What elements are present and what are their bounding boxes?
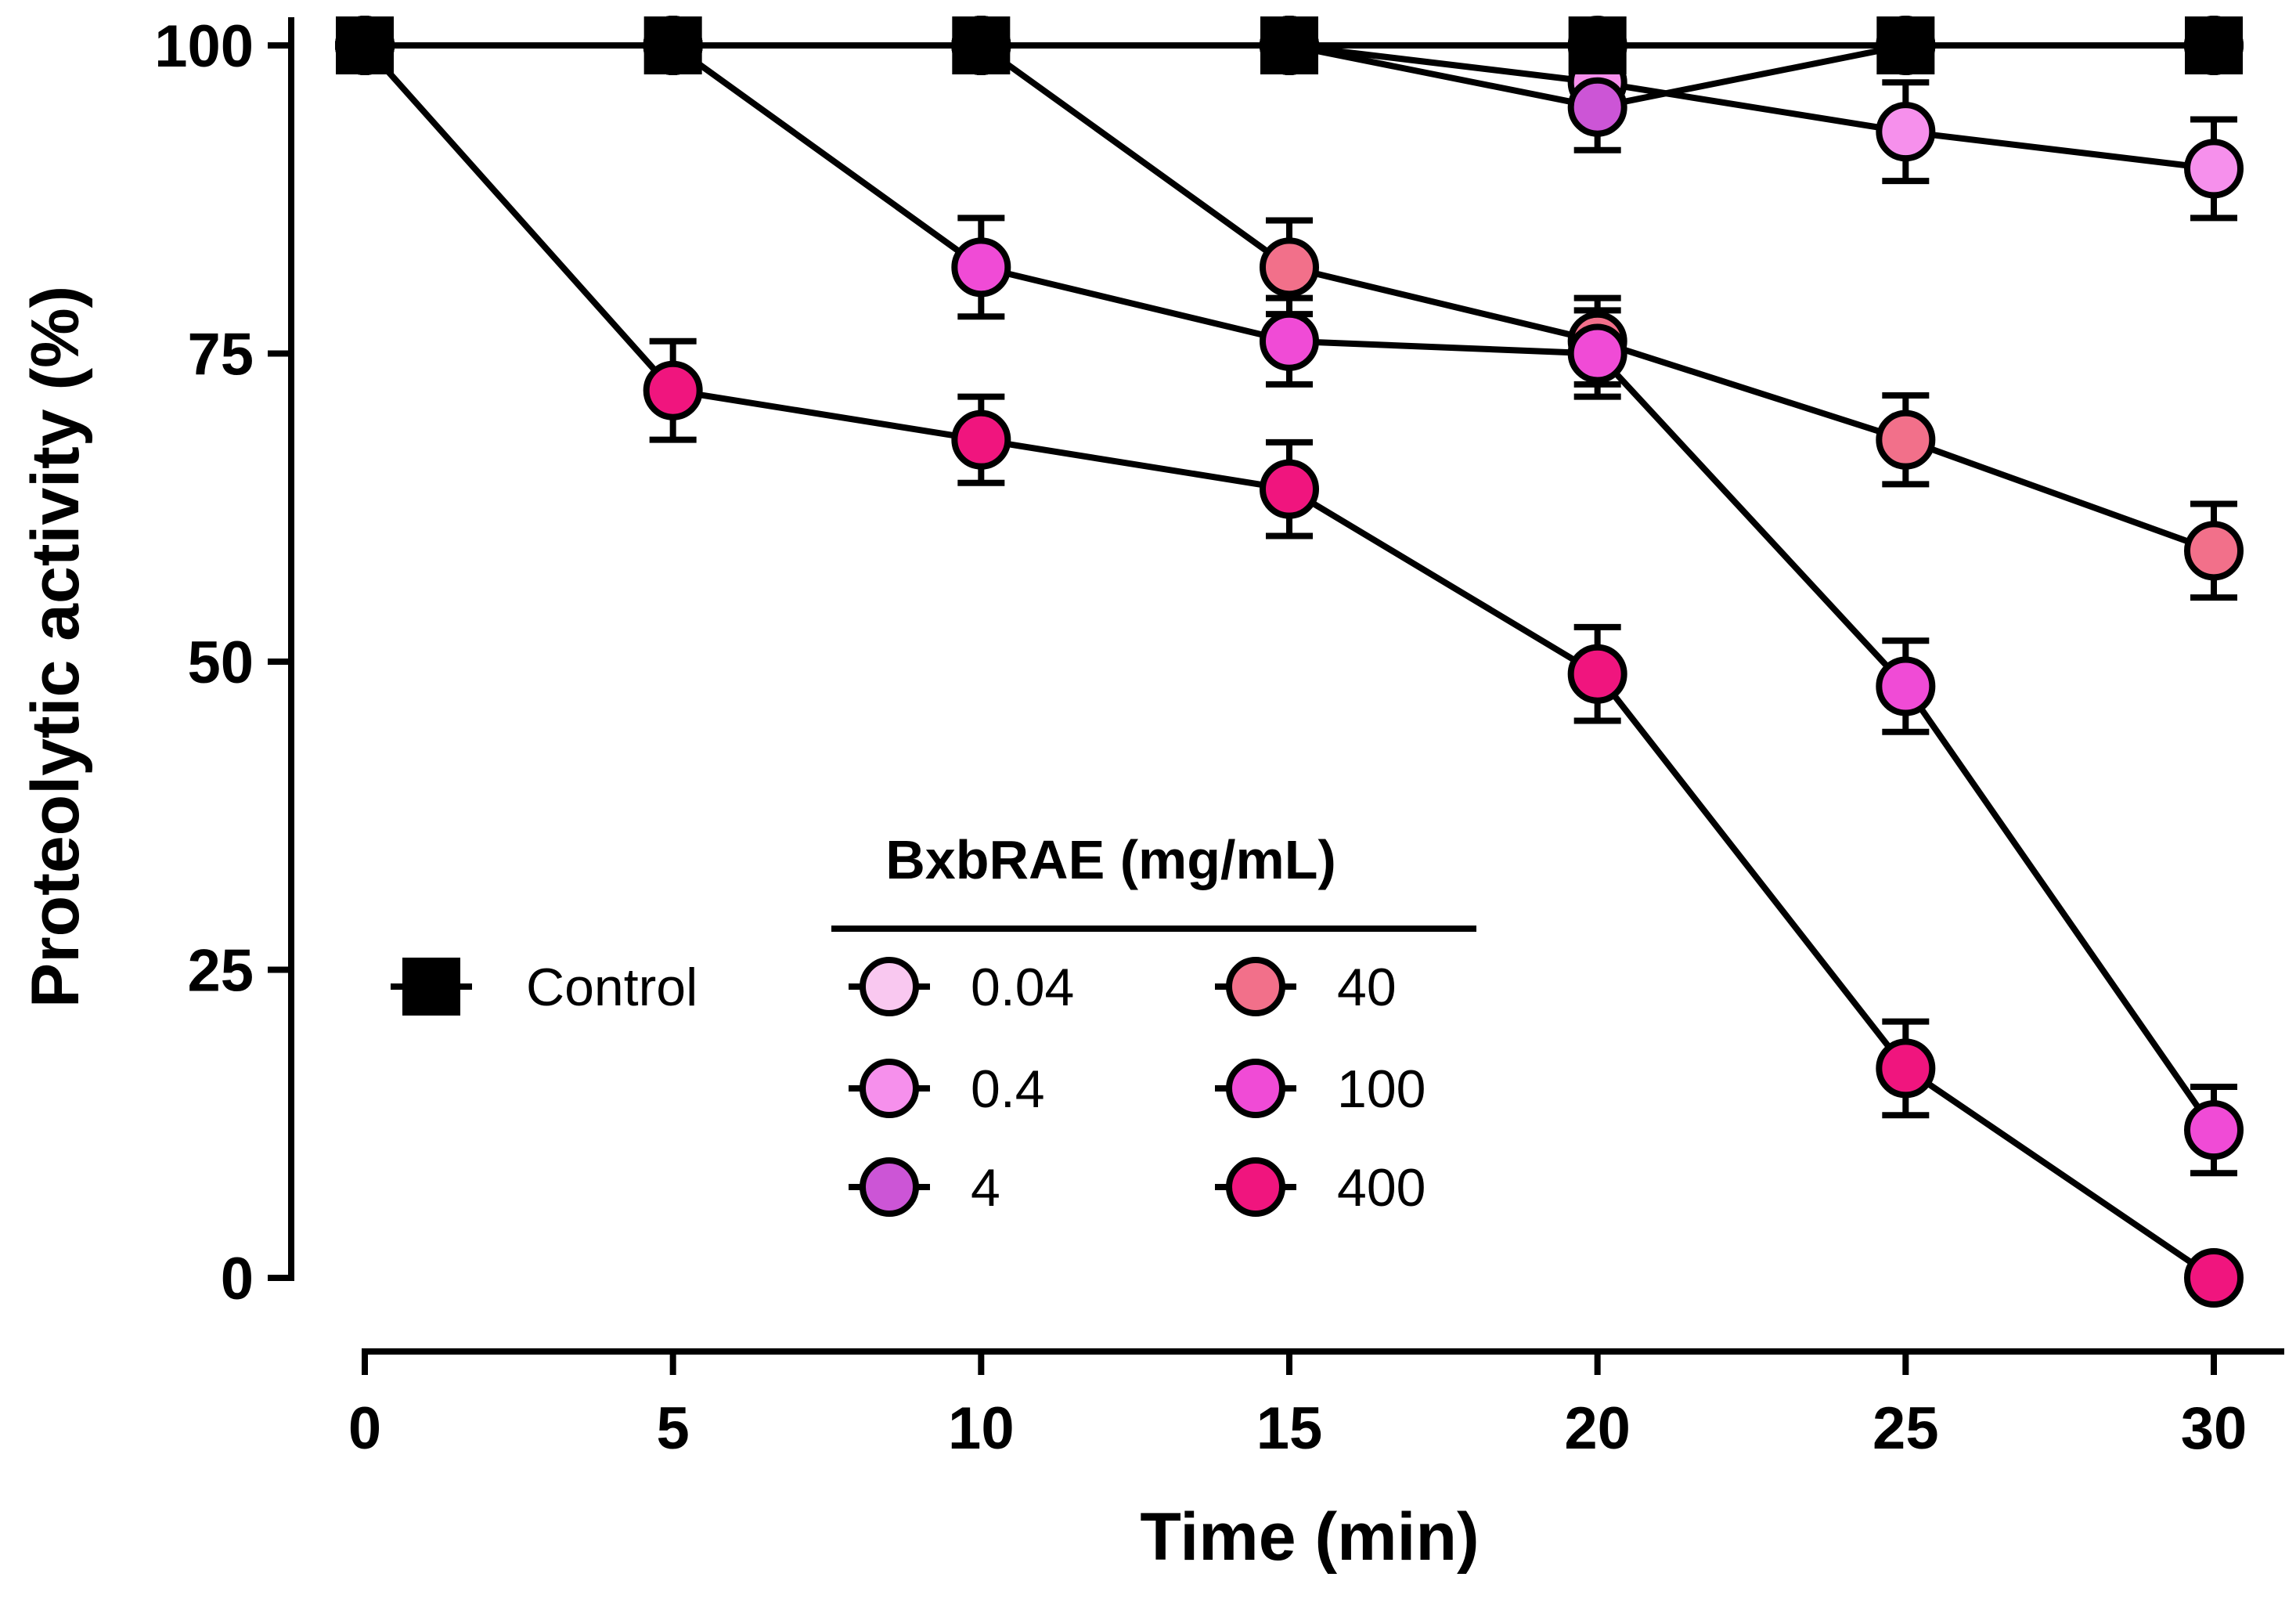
data-point-Control <box>952 16 1011 74</box>
data-point-Control <box>336 16 394 74</box>
data-point-40 <box>1876 410 1936 470</box>
legend-marker <box>402 958 460 1016</box>
data-point-Control <box>1876 16 1935 74</box>
legend: BxbRAE (mg/mL) Control 0.04 0.4 4 40 100 400 <box>391 829 1476 1218</box>
data-point-100 <box>1260 311 1319 371</box>
data-point-400 <box>951 410 1011 470</box>
data-point-100 <box>1567 323 1627 384</box>
x-tick-label: 15 <box>1256 1395 1323 1462</box>
y-axis-title: Proteolytic activity (%) <box>18 286 93 1008</box>
data-point-400 <box>2184 1248 2244 1308</box>
data-point-400 <box>1260 459 1319 519</box>
y-tick-label: 100 <box>154 13 254 80</box>
y-tick-label: 50 <box>187 630 254 696</box>
legend-marker <box>1226 957 1285 1016</box>
data-point-Control <box>2185 16 2243 74</box>
x-tick-label: 25 <box>1872 1395 1939 1462</box>
data-point-100 <box>951 237 1011 298</box>
legend-label: Control <box>526 958 697 1017</box>
data-point-400 <box>1567 644 1627 704</box>
data-point-Control <box>1568 16 1627 74</box>
legend-title: BxbRAE (mg/mL) <box>885 829 1336 890</box>
legend-marker <box>860 957 919 1016</box>
data-point-0.4 <box>2184 139 2244 199</box>
data-point-Control <box>643 16 702 74</box>
data-point-4 <box>1567 77 1627 137</box>
legend-marker <box>1226 1059 1285 1118</box>
data-point-40 <box>1260 237 1319 298</box>
legend-label: 0.04 <box>971 958 1074 1017</box>
y-tick-label: 0 <box>221 1246 254 1312</box>
x-tick-label: 20 <box>1564 1395 1631 1462</box>
legend-marker <box>1226 1157 1285 1217</box>
x-tick-label: 5 <box>657 1395 690 1462</box>
data-point-100 <box>2184 1100 2244 1160</box>
x-axis-title: Time (min) <box>1140 1499 1479 1575</box>
legend-label: 400 <box>1337 1158 1426 1218</box>
data-point-0.4 <box>1876 102 1936 162</box>
x-tick-label: 0 <box>348 1395 381 1462</box>
y-axis: 0 25 50 75 100 <box>154 13 294 1312</box>
x-tick-label: 10 <box>948 1395 1015 1462</box>
x-tick-label: 30 <box>2181 1395 2247 1462</box>
legend-label: 40 <box>1337 958 1397 1017</box>
data-point-Control <box>1260 16 1318 74</box>
legend-label: 0.4 <box>971 1059 1045 1119</box>
x-axis: 0 5 10 15 20 25 30 <box>348 1348 2284 1462</box>
legend-label: 100 <box>1337 1059 1426 1119</box>
series-layer <box>335 16 2244 1308</box>
data-point-400 <box>1876 1038 1936 1099</box>
data-point-400 <box>643 360 703 420</box>
legend-marker <box>860 1059 919 1118</box>
legend-marker <box>860 1157 919 1217</box>
y-tick-label: 25 <box>187 938 254 1005</box>
data-point-40 <box>2184 521 2244 581</box>
y-tick-label: 75 <box>187 322 254 388</box>
data-point-100 <box>1876 656 1936 716</box>
legend-label: 4 <box>971 1158 1000 1218</box>
